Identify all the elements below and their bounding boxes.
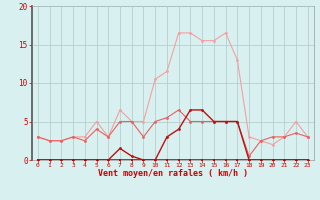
X-axis label: Vent moyen/en rafales ( km/h ): Vent moyen/en rafales ( km/h )	[98, 169, 248, 178]
